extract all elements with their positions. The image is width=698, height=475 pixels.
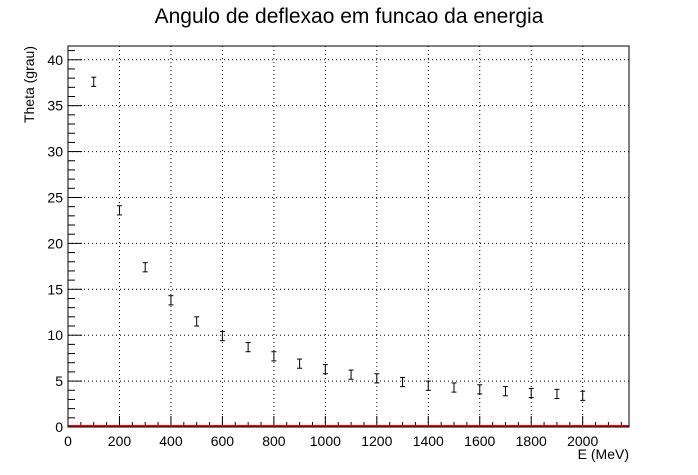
data-point [502, 386, 508, 397]
y-tick-label: 5 [55, 373, 63, 389]
data-point [348, 369, 354, 380]
x-tick-label: 0 [64, 433, 72, 449]
x-tick-label: 200 [108, 433, 132, 449]
y-tick-label: 25 [47, 189, 63, 205]
x-tick-label: 400 [159, 433, 183, 449]
data-point [451, 382, 457, 393]
data-points [91, 76, 586, 401]
y-tick-label: 15 [47, 281, 63, 297]
data-point [297, 358, 303, 369]
data-point [400, 376, 406, 388]
x-axis-label: E (MeV) [578, 446, 629, 462]
grid-lines [68, 46, 629, 427]
x-tick-label: 1400 [413, 433, 444, 449]
data-point [245, 342, 251, 353]
data-point [116, 205, 122, 216]
x-tick-label: 800 [262, 433, 286, 449]
data-point [219, 331, 225, 342]
chart-title: Angulo de deflexao em funcao da energia [155, 5, 544, 28]
data-point [580, 390, 586, 401]
data-point [142, 262, 148, 273]
y-axis-label: Theta (grau) [21, 46, 37, 123]
y-tick-label: 30 [47, 144, 63, 160]
data-point [528, 387, 534, 399]
x-tick-label: 1000 [310, 433, 341, 449]
data-point [194, 316, 200, 327]
x-tick-label: 1800 [516, 433, 547, 449]
data-point [168, 295, 174, 306]
axis-ticks [67, 50, 622, 428]
plot-frame [67, 45, 630, 428]
x-tick-label: 1200 [361, 433, 392, 449]
tick-labels: 0 200 400 600 800 1000 1200 1400 1600 1800 2000 0 5 1… [47, 52, 598, 449]
data-point [322, 364, 328, 375]
y-tick-label: 10 [47, 327, 63, 343]
data-point [374, 373, 380, 384]
x-tick-label: 2000 [567, 433, 598, 449]
data-point [271, 351, 277, 362]
data-point [477, 384, 483, 395]
y-tick-label: 20 [47, 235, 63, 251]
y-tick-label: 35 [47, 98, 63, 114]
data-point [425, 380, 431, 391]
x-tick-label: 1600 [464, 433, 495, 449]
data-point [91, 76, 97, 87]
y-tick-label: 0 [55, 419, 63, 435]
data-point [554, 388, 560, 400]
y-tick-label: 40 [47, 52, 63, 68]
x-tick-label: 600 [211, 433, 235, 449]
